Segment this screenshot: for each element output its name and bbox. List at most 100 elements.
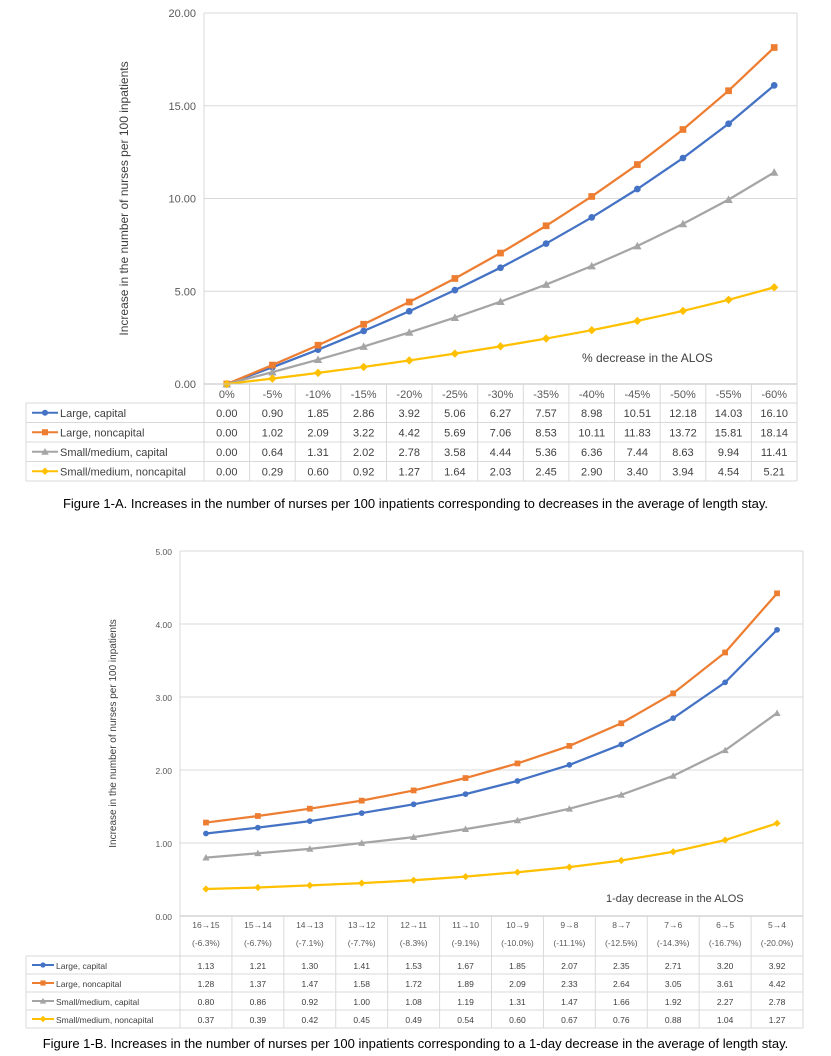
b-data-label-3-0: 0.37 [198,1015,215,1025]
a-x-tick: -35% [533,389,559,401]
b-legend-label-0: Large, capital [56,961,107,971]
b-data-label-0-6: 1.85 [509,961,526,971]
a-x-tick: -40% [579,389,605,401]
b-data-label-3-6: 0.60 [509,1015,526,1025]
b-point-1-1 [254,813,261,819]
b-point-1-8 [618,720,625,727]
a-point-2-8 [587,261,596,270]
a-data-label-2-11: 9.94 [718,447,739,459]
b-point-2-8 [617,791,625,798]
b-point-1-7 [566,743,573,749]
a-point-3-8 [587,326,596,335]
b-point-3-7 [565,863,573,871]
a-data-label-0-3: 2.86 [353,408,374,420]
b-point-0-8 [618,741,625,748]
b-data-label-2-3: 1.00 [353,997,370,1007]
a-point-1-2 [314,341,322,349]
a-data-label-0-8: 8.98 [581,408,602,420]
b-point-2-1 [254,849,262,857]
b-data-label-1-10: 3.61 [717,979,734,989]
b-data-label-1-3: 1.58 [353,979,370,989]
a-data-label-0-1: 0.90 [262,408,283,420]
b-data-label-2-11: 2.78 [769,997,786,1007]
a-data-label-3-5: 1.64 [444,466,465,478]
b-legend-marker-1 [40,980,46,986]
a-point-0-5 [451,286,459,294]
b-data-label-0-11: 3.92 [769,961,786,971]
chart-b: 0.00 1.00 2.00 3.00 4.00 5.00 Increase in the … [25,547,804,1029]
a-point-1-5 [451,275,459,282]
a-point-3-10 [678,306,688,316]
b-data-label-2-6: 1.31 [509,997,526,1007]
b-point-0-3 [358,810,365,816]
b-point-2-5 [461,825,470,833]
a-data-label-2-9: 7.44 [627,447,648,459]
b-y-tick: 1.00 [155,839,172,849]
a-y-axis-label: Increase in the number of nurses per 100… [117,61,131,335]
a-data-label-2-3: 2.02 [353,447,374,459]
b-point-2-0 [202,854,210,861]
b-point-3-0 [202,885,210,893]
b-data-label-0-9: 2.71 [665,961,682,971]
b-data-label-2-4: 1.08 [405,997,422,1007]
a-data-label-3-12: 5.21 [763,466,784,478]
b-data-label-0-3: 1.41 [353,961,370,971]
b-point-1-11 [774,590,780,597]
b-point-0-6 [514,778,521,784]
a-data-label-0-10: 12.18 [669,408,697,420]
b-x-tick: 13→12 [348,920,376,930]
a-data-label-0-11: 14.03 [715,408,743,420]
b-point-1-5 [462,775,469,781]
b-point-2-3 [358,839,366,846]
b-data-label-0-2: 1.30 [302,961,319,971]
b-x-subtick: (-16.7%) [709,938,742,948]
b-x-subtick: (-14.3%) [657,938,690,948]
a-x-tick: -20% [396,389,422,401]
a-x-tick: -45% [625,389,651,401]
a-data-label-2-1: 0.64 [262,447,283,459]
b-point-3-11 [773,819,781,827]
b-point-0-2 [306,818,313,824]
a-data-label-2-12: 11.41 [761,447,788,459]
b-series-line-3 [205,822,778,891]
b-data-label-1-2: 1.47 [302,979,319,989]
b-point-0-5 [462,791,469,797]
b-x-tick: 12→11 [400,920,427,930]
a-point-3-4 [405,356,414,365]
b-x-subtick: (-7.7%) [348,938,376,948]
b-point-0-7 [566,762,573,768]
a-data-label-3-1: 0.29 [262,466,283,478]
a-point-0-10 [679,154,687,162]
b-point-1-6 [514,760,521,767]
a-point-3-6 [496,342,505,351]
a-data-label-1-11: 15.81 [715,427,743,439]
b-point-1-0 [203,819,209,826]
a-data-label-3-11: 4.54 [718,466,739,478]
a-legend-marker-3 [41,467,49,476]
b-x-tick: 14→13 [296,920,324,930]
a-y-tick: 5.00 [175,286,196,298]
b-point-3-10 [721,836,729,844]
b-data-label-2-10: 2.27 [717,997,734,1007]
a-data-label-2-6: 4.44 [490,447,511,459]
b-data-label-3-1: 0.39 [250,1015,267,1025]
b-y-axis-label: Increase in the number of nurses per 100… [108,619,119,847]
a-point-1-8 [588,193,596,200]
figure-a-caption: Figure 1-A. Increases in the number of n… [62,496,769,511]
b-x-tick: 15→14 [244,920,272,930]
b-data-label-0-4: 1.53 [405,961,422,971]
b-data-label-3-3: 0.45 [353,1015,370,1025]
a-point-2-4 [405,328,414,336]
b-point-2-6 [513,816,522,824]
b-legend-marker-3 [39,1015,47,1023]
b-data-label-2-1: 0.86 [250,997,267,1007]
a-data-label-1-8: 10.11 [578,427,605,439]
b-point-2-2 [306,845,314,852]
a-data-label-0-5: 5.06 [444,408,465,420]
a-data-label-1-5: 5.69 [444,427,465,439]
a-data-label-1-0: 0.00 [216,427,237,439]
b-x-subtick: (-12.5%) [605,938,638,948]
a-x-tick: -30% [488,389,514,401]
a-point-2-7 [541,280,551,288]
a-data-label-1-10: 13.72 [669,427,697,439]
